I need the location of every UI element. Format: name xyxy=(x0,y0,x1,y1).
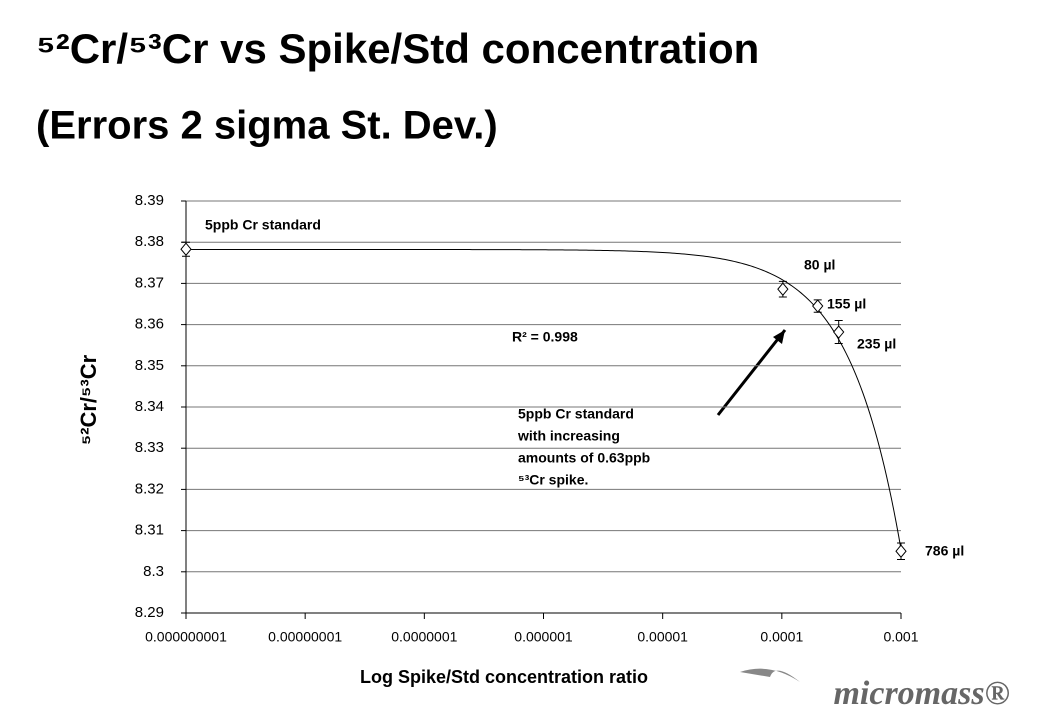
logo-mark xyxy=(740,668,800,682)
arrow-head xyxy=(773,330,785,344)
y-tick-label: 8.31 xyxy=(135,522,164,539)
annotation: 5ppb Cr standard xyxy=(518,406,634,422)
point-label: 5ppb Cr standard xyxy=(205,217,321,233)
trend-line xyxy=(186,248,902,550)
x-axis-label: Log Spike/Std concentration ratio xyxy=(360,667,648,687)
data-point xyxy=(180,242,192,256)
title: ⁵²Cr/⁵³Cr vs Spike/Std concentration xyxy=(36,25,759,72)
data-point xyxy=(833,325,845,339)
y-tick-label: 8.3 xyxy=(143,563,164,580)
y-tick-label: 8.33 xyxy=(135,439,164,456)
x-tick-label: 0.000001 xyxy=(514,629,573,645)
x-tick-label: 0.00001 xyxy=(637,629,688,645)
y-tick-label: 8.37 xyxy=(135,274,164,291)
y-tick-label: 8.38 xyxy=(135,233,164,250)
y-tick-label: 8.34 xyxy=(135,398,164,415)
x-tick-label: 0.00000001 xyxy=(268,629,342,645)
point-label: 235 µl xyxy=(857,336,896,352)
r-squared: R² = 0.998 xyxy=(512,329,578,345)
x-tick-label: 0.0000001 xyxy=(391,629,457,645)
annotation: amounts of 0.63ppb xyxy=(518,450,650,466)
subtitle: (Errors 2 sigma St. Dev.) xyxy=(36,104,498,148)
y-tick-label: 8.32 xyxy=(135,480,164,497)
point-label: 155 µl xyxy=(827,296,866,312)
point-label: 786 µl xyxy=(925,543,964,559)
y-tick-label: 8.35 xyxy=(135,357,164,374)
data-point xyxy=(812,299,824,313)
x-tick-label: 0.0001 xyxy=(760,629,803,645)
annotation: with increasing xyxy=(517,428,620,444)
y-tick-label: 8.39 xyxy=(135,192,164,209)
logo: micromass® xyxy=(833,675,1010,712)
x-tick-label: 0.001 xyxy=(883,629,918,645)
data-point xyxy=(895,544,907,558)
y-axis-label: ⁵²Cr/⁵³Cr xyxy=(76,354,101,445)
point-label: 80 µl xyxy=(804,257,835,273)
y-tick-label: 8.36 xyxy=(135,316,164,333)
data-point xyxy=(777,282,789,296)
y-tick-label: 8.29 xyxy=(135,604,164,621)
arrow xyxy=(716,329,787,416)
annotation: ⁵³Cr spike. xyxy=(518,472,588,488)
x-tick-label: 0.000000001 xyxy=(145,629,227,645)
